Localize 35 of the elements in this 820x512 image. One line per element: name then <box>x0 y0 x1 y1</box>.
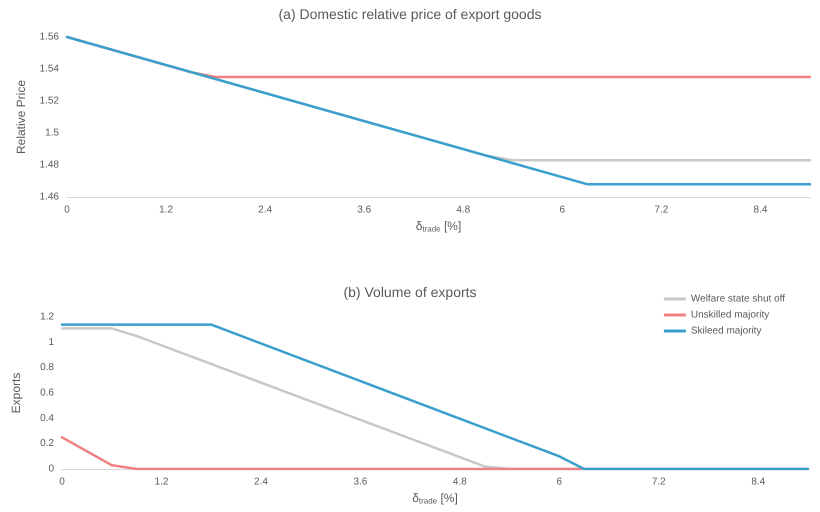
x-tick-label: 3.6 <box>357 204 372 216</box>
y-tick-label: 1.5 <box>45 128 60 138</box>
x-tick-label: 1.2 <box>154 476 169 488</box>
x-tick-label: 4.8 <box>456 204 471 216</box>
x-tick-label: 3.6 <box>353 476 368 488</box>
x-tick-label: 6 <box>560 204 566 216</box>
chart-title: (a) Domestic relative price of export goods <box>278 6 542 22</box>
x-tick-label: 6 <box>556 476 563 488</box>
y-tick-label: 1.2 <box>40 312 54 322</box>
y-tick-label: 1.54 <box>40 64 60 74</box>
chart-title: (b) Volume of exports <box>343 284 477 300</box>
x-tick-label: 7.2 <box>654 204 669 216</box>
y-tick-label: 1.46 <box>40 192 60 202</box>
y-tick-label: 0.8 <box>40 362 54 374</box>
y-axis-title: Relative Price <box>14 80 28 154</box>
x-tick-label: 2.4 <box>258 204 273 216</box>
y-tick-label: 0.4 <box>40 412 54 424</box>
y-tick-label: 0.2 <box>40 438 54 450</box>
x-tick-label: 4.8 <box>452 476 468 488</box>
legend-label: Welfare state shut off <box>690 294 786 304</box>
legend-label: Skileed majority <box>690 326 762 336</box>
x-tick-label: 2.4 <box>254 476 268 488</box>
x-tick-label: 1.2 <box>159 204 174 216</box>
y-tick-label: 1.48 <box>40 160 60 170</box>
y-tick-label: 1.52 <box>40 96 60 106</box>
y-axis-title: Exports <box>9 372 23 414</box>
y-tick-label: 0.6 <box>40 388 54 398</box>
x-tick-label: 8.4 <box>751 476 766 488</box>
x-tick-label: 7.2 <box>652 476 666 488</box>
x-tick-label: 0 <box>64 204 70 216</box>
x-tick-label: 8.4 <box>754 204 768 216</box>
y-tick-label: 1.56 <box>40 32 60 42</box>
legend-label: Unskilled majority <box>690 310 770 320</box>
y-tick-label: 0 <box>48 464 54 474</box>
y-tick-label: 1 <box>48 336 54 348</box>
